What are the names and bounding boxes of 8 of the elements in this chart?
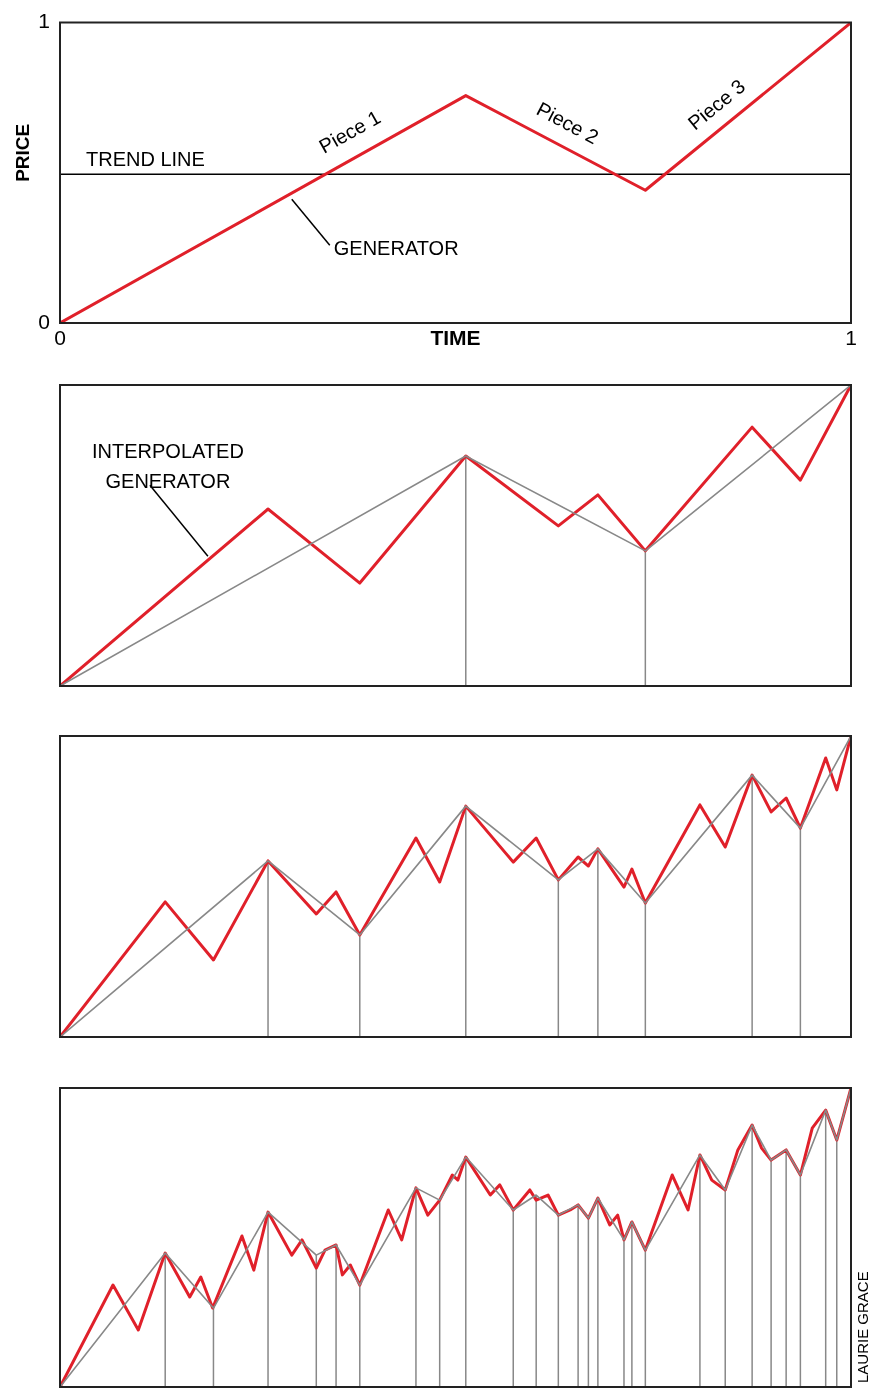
ref-line-label: TREND LINE	[86, 147, 205, 170]
annotation: Piece 1	[315, 105, 385, 158]
annotation: GENERATOR	[333, 236, 459, 259]
text: LAURIE GRACE	[854, 1271, 872, 1383]
annotation: INTERPOLATED GENERATOR	[91, 439, 244, 492]
y-axis-title: PRICE	[12, 123, 34, 182]
x-axis-title: TIME	[430, 326, 481, 350]
annotation: Piece 2	[533, 97, 603, 149]
